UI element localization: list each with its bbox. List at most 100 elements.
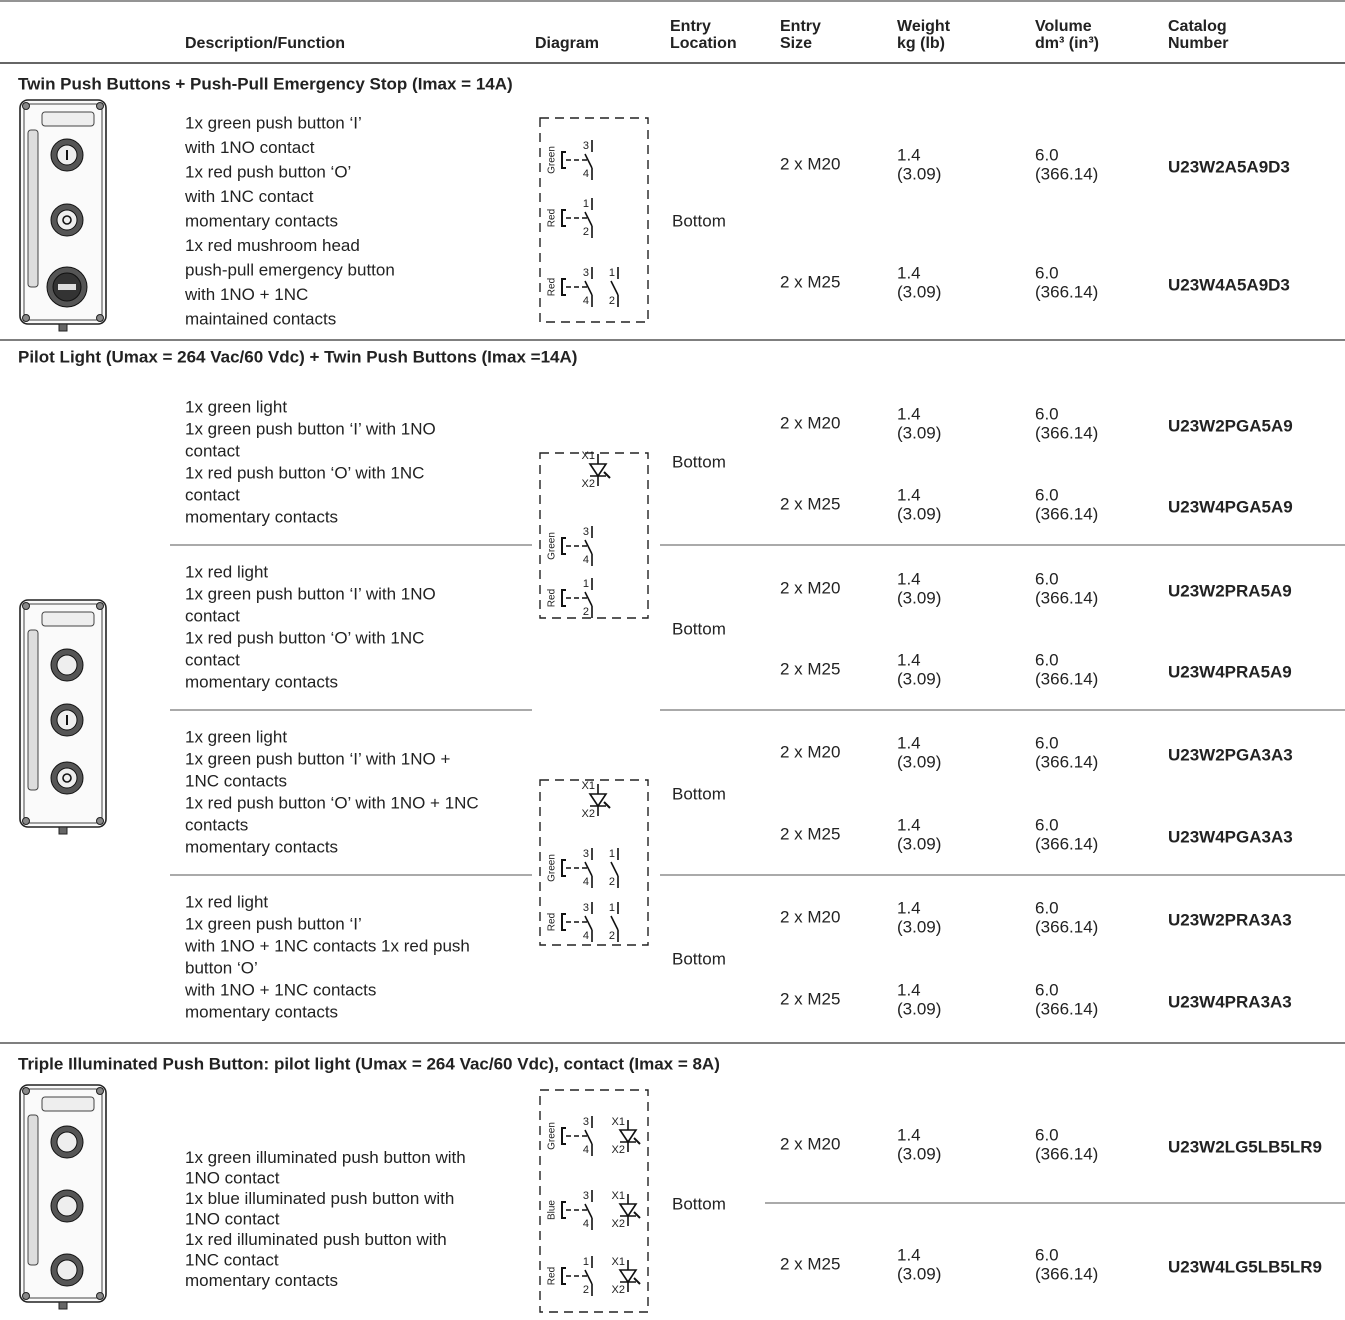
terminal-label: 3 [583, 902, 589, 914]
weight: (3.09) [897, 164, 941, 183]
volume: 6.0 [1035, 1125, 1059, 1144]
enclosure-lid [23, 603, 103, 824]
button [56, 1195, 78, 1217]
terminal-label: 2 [609, 876, 615, 888]
diagram-label: Green [547, 146, 558, 174]
weight: (3.09) [897, 423, 941, 442]
description-line: 1x green light [185, 727, 287, 746]
contact-symbol [584, 902, 593, 942]
screw [96, 1292, 104, 1300]
volume: 6.0 [1035, 404, 1059, 423]
diagram-label: Green [547, 532, 558, 560]
contact-symbol [584, 848, 593, 888]
push-symbol [561, 913, 566, 931]
entry-size: 2 x M25 [780, 494, 840, 513]
header-label: Weight [897, 18, 951, 35]
terminal-label: 1 [583, 198, 589, 210]
description-line: 1NC contacts [185, 771, 287, 790]
terminal-label: 2 [583, 226, 589, 238]
header-label: kg (lb) [897, 35, 945, 52]
volume: 6.0 [1035, 650, 1059, 669]
weight: 1.4 [897, 898, 921, 917]
description-line: button ‘O’ [185, 958, 258, 977]
volume: (366.14) [1035, 752, 1098, 771]
push-symbol [561, 1201, 566, 1219]
contact-symbol [584, 1190, 593, 1230]
weight: (3.09) [897, 588, 941, 607]
weight: 1.4 [897, 980, 921, 999]
enclosure-lid [23, 103, 103, 321]
terminal-label: 3 [583, 140, 589, 152]
button [56, 1131, 78, 1153]
lamp-symbol [618, 1194, 638, 1226]
weight: 1.4 [897, 815, 921, 834]
header-label: Diagram [535, 35, 599, 52]
weight: 1.4 [897, 404, 921, 423]
screw [96, 817, 104, 825]
entry-location: Bottom [672, 949, 726, 968]
diagram-label: Blue [547, 1200, 558, 1220]
catalog-number: U23W4PRA3A3 [1168, 992, 1292, 1011]
weight: (3.09) [897, 917, 941, 936]
terminal-label: X2 [612, 1144, 625, 1156]
volume: 6.0 [1035, 569, 1059, 588]
weight: (3.09) [897, 1264, 941, 1283]
volume: 6.0 [1035, 485, 1059, 504]
weight: (3.09) [897, 282, 941, 301]
catalog-number: U23W2A5A9D3 [1168, 157, 1290, 176]
entry-size: 2 x M25 [780, 989, 840, 1008]
lamp-rays [633, 1211, 641, 1219]
weight: (3.09) [897, 834, 941, 853]
screw [96, 1087, 104, 1095]
weight: 1.4 [897, 485, 921, 504]
description-line: momentary contacts [185, 1002, 338, 1021]
catalog-number: U23W4PGA5A9 [1168, 497, 1293, 516]
header-label: Size [780, 35, 812, 52]
contact-symbol [584, 198, 593, 238]
description-line: 1x red push button ‘O’ with 1NC [185, 628, 424, 647]
description-line: 1x green push button ‘I’ [185, 914, 362, 933]
catalog-number: U23W4LG5LB5LR9 [1168, 1257, 1322, 1276]
entry-size: 2 x M20 [780, 1134, 840, 1153]
description-line: momentary contacts [185, 837, 338, 856]
weight: 1.4 [897, 1125, 921, 1144]
button-symbol [62, 773, 72, 783]
lamp-symbol [588, 784, 608, 816]
entry-size: 2 x M25 [780, 824, 840, 843]
push-symbol [561, 859, 566, 877]
push-symbol [561, 537, 566, 555]
terminal-label: 2 [609, 930, 615, 942]
weight: 1.4 [897, 733, 921, 752]
description-line: 1x green light [185, 397, 287, 416]
entry-size: 2 x M25 [780, 1254, 840, 1273]
entry-size: 2 x M25 [780, 659, 840, 678]
button [56, 209, 78, 231]
terminal-label: 3 [583, 848, 589, 860]
section-title: Twin Push Buttons + Push-Pull Emergency … [18, 74, 513, 93]
terminal-label: X1 [582, 450, 595, 462]
terminal-label: 1 [583, 1256, 589, 1268]
header-label: dm³ (in³) [1035, 35, 1099, 52]
description-line: 1x green push button ‘I’ [185, 113, 362, 132]
catalog-number: U23W4A5A9D3 [1168, 275, 1290, 294]
volume: (366.14) [1035, 999, 1098, 1018]
volume: (366.14) [1035, 669, 1098, 688]
terminal-label: 3 [583, 267, 589, 279]
catalog-number: U23W2LG5LB5LR9 [1168, 1137, 1322, 1156]
contact-symbol [584, 578, 593, 618]
push-symbol [561, 209, 566, 227]
description-line: contact [185, 485, 240, 504]
entry-size: 2 x M20 [780, 907, 840, 926]
terminal-label: 3 [583, 1190, 589, 1202]
description-line: 1x red light [185, 892, 268, 911]
diagram-label: Green [547, 854, 558, 882]
description-line: with 1NO + 1NC contacts 1x red push [184, 936, 470, 955]
terminal-label: 2 [583, 1284, 589, 1296]
description-line: 1NO contact [185, 1209, 280, 1228]
section-title: Pilot Light (Umax = 264 Vac/60 Vdc) + Tw… [18, 347, 577, 366]
description-line: 1x green illuminated push button with [185, 1148, 466, 1167]
screw [22, 314, 30, 322]
entry-size: 2 x M25 [780, 272, 840, 291]
description-line: contact [185, 441, 240, 460]
description-line: 1NO contact [185, 1168, 280, 1187]
